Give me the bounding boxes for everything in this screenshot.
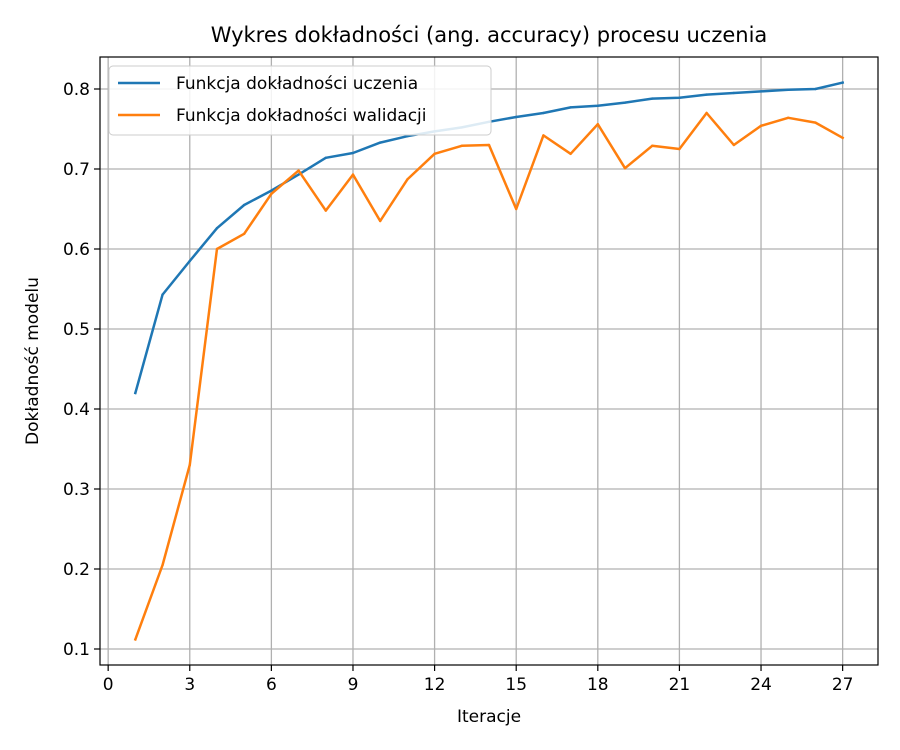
validation-point (487, 143, 491, 147)
validation-point (242, 232, 246, 235)
validation-point (188, 463, 191, 467)
training-point (324, 156, 327, 159)
y-tick-label: 0.3 (63, 480, 90, 500)
training-point (569, 106, 572, 109)
training-point (732, 91, 736, 95)
y-axis-label: Dokładność modelu (23, 277, 43, 445)
x-tick-label: 0 (103, 675, 114, 695)
validation-point (215, 247, 219, 251)
validation-point (378, 219, 382, 223)
validation-point (759, 124, 763, 128)
x-axis-label: Iteracje (457, 707, 521, 727)
training-point (188, 259, 191, 263)
validation-point (623, 167, 627, 170)
validation-point (705, 111, 708, 115)
validation-point (351, 173, 355, 176)
training-point (596, 104, 600, 108)
training-point (814, 87, 817, 91)
training-point (297, 173, 300, 176)
y-tick-label: 0.2 (63, 560, 90, 580)
x-tick-label: 18 (587, 675, 609, 695)
training-point (351, 151, 355, 155)
validation-point (569, 152, 572, 155)
training-point (242, 203, 246, 207)
training-point (678, 96, 681, 100)
validation-point (596, 123, 600, 126)
x-tick-label: 15 (505, 675, 527, 695)
validation-point (787, 116, 790, 120)
y-tick-label: 0.5 (63, 320, 90, 340)
chart-title: Wykres dokładności (ang. accuracy) proce… (211, 23, 768, 47)
training-point (787, 88, 790, 92)
training-point (542, 111, 545, 115)
x-tick-label: 6 (266, 675, 277, 695)
validation-point (406, 178, 409, 181)
validation-point (161, 563, 164, 567)
legend-label-validation: Funkcja dokładności walidacji (176, 106, 426, 126)
validation-point (297, 169, 300, 172)
grid (100, 57, 878, 665)
training-point (378, 141, 382, 144)
x-tick-label: 9 (348, 675, 359, 695)
validation-point (134, 638, 137, 641)
y-tick-label: 0.4 (63, 400, 90, 420)
legend: Funkcja dokładności uczenia Funkcja dokł… (108, 65, 492, 136)
y-tick-label: 0.6 (63, 240, 90, 260)
training-point (134, 391, 137, 395)
validation-point (460, 144, 463, 147)
training-point (651, 97, 654, 100)
training-point (705, 93, 708, 96)
validation-point (324, 209, 327, 212)
training-point (270, 189, 273, 192)
training-point (215, 227, 219, 230)
axis-ticks: 0 3 6 9 12 15 18 21 24 27 0.1 0.2 0.3 0.4 0.5 0.6 0.7 0.8 (63, 80, 854, 695)
validation-point (542, 134, 545, 137)
validation-point (515, 207, 518, 211)
x-tick-label: 3 (184, 675, 195, 695)
validation-point (814, 121, 817, 124)
validation-point (678, 147, 681, 151)
x-tick-label: 27 (832, 675, 854, 695)
x-tick-label: 21 (669, 675, 691, 695)
x-tick-label: 24 (750, 675, 772, 695)
x-tick-label: 12 (424, 675, 446, 695)
legend-box (108, 65, 492, 136)
y-tick-label: 0.8 (63, 80, 90, 100)
training-point (841, 81, 844, 84)
validation-point (841, 136, 844, 139)
training-point (406, 135, 409, 138)
validation-point (651, 144, 654, 147)
y-tick-label: 0.7 (63, 160, 90, 180)
series-lines (133, 81, 845, 642)
training-point (515, 115, 518, 119)
validation-point (433, 152, 436, 155)
y-tick-label: 0.1 (63, 640, 90, 660)
training-point (623, 101, 627, 104)
plot-frame (99, 56, 879, 666)
validation-accuracy-line (133, 111, 845, 642)
validation-point (270, 192, 273, 195)
validation-point (732, 143, 736, 147)
training-point (759, 90, 763, 93)
legend-label-training: Funkcja dokładności uczenia (176, 74, 418, 94)
training-point (161, 293, 164, 296)
